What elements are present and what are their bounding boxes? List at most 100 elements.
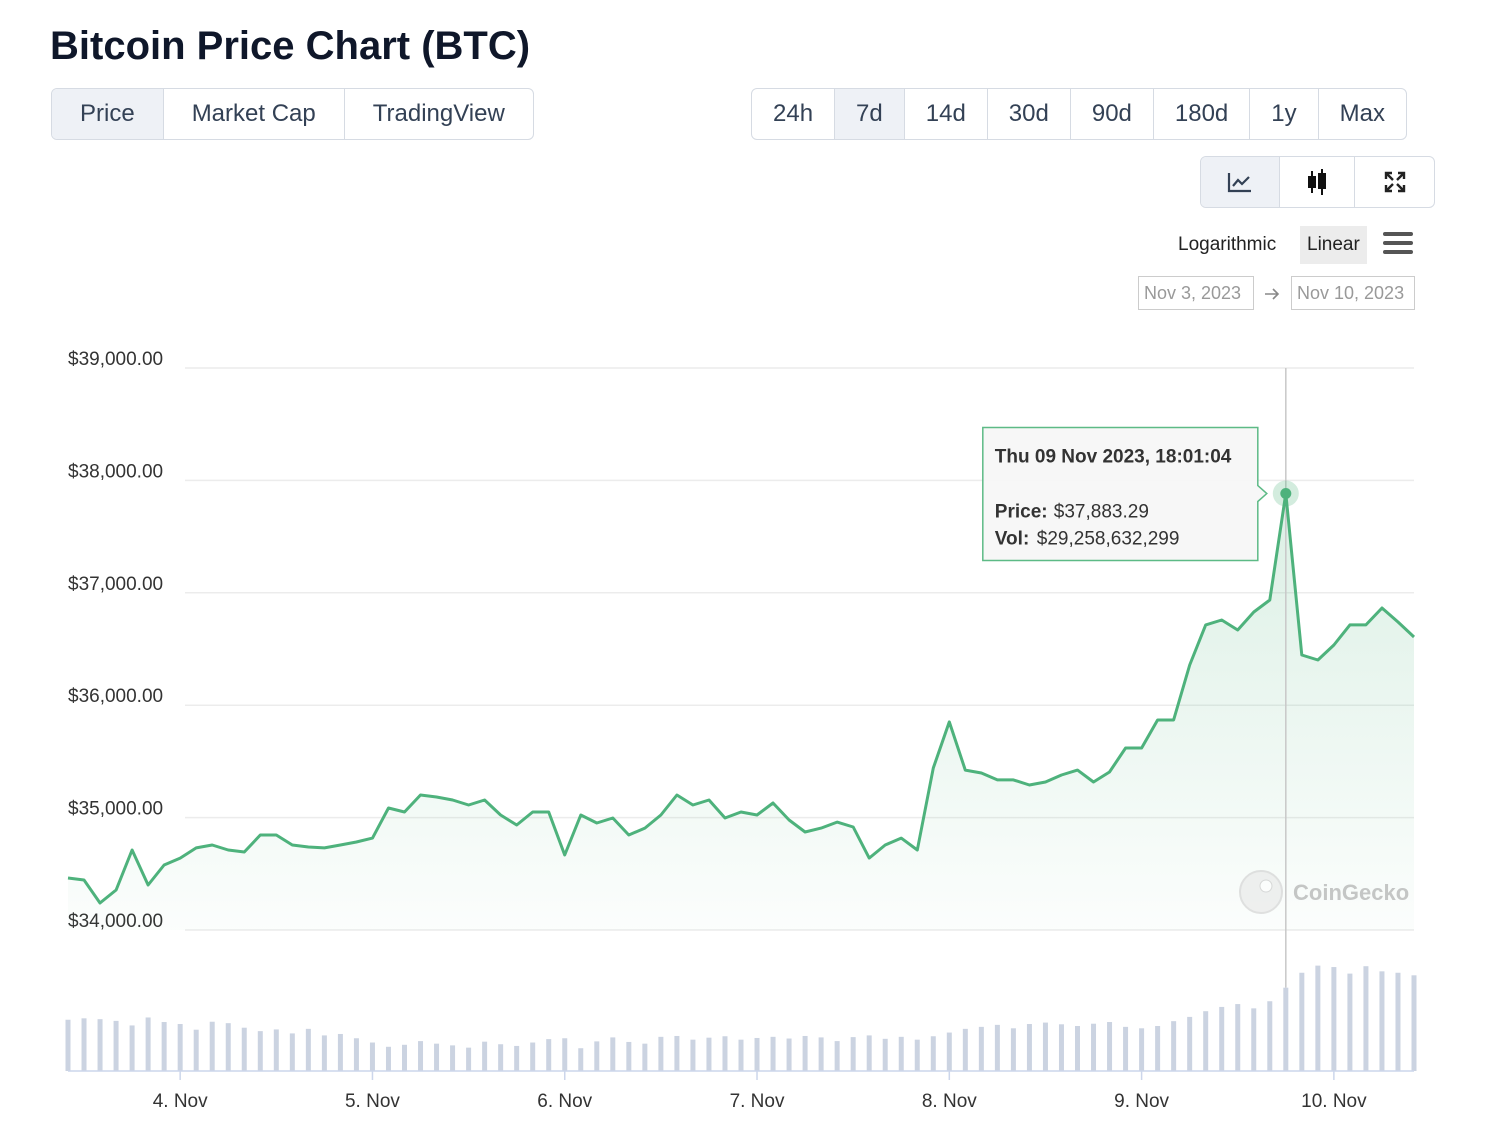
y-tick-label: $38,000.00 [68,461,163,482]
tooltip-vol-label: Vol: [995,529,1029,550]
x-tick-label: 4. Nov [153,1091,208,1112]
volume-bar [145,1017,151,1071]
scale-option[interactable]: Logarithmic [1178,234,1277,255]
volume-bar [1139,1028,1145,1071]
volume-bar [1010,1028,1016,1071]
price-line [67,492,1416,905]
volume-bar [690,1039,696,1071]
page-title: Bitcoin Price Chart (BTC) [50,24,531,68]
volume-bar [1411,975,1417,1071]
volume-bar [113,1020,119,1071]
volume-bar [514,1045,520,1071]
date-from[interactable]: Nov 3, 2023 [1138,276,1254,310]
volume-bar [1379,971,1385,1071]
volume-bar [722,1036,728,1071]
volume-bar [946,1032,952,1071]
x-tick-label: 5. Nov [345,1091,400,1112]
volume-bar [898,1036,904,1071]
hover-point [1280,488,1292,500]
date-to[interactable]: Nov 10, 2023 [1291,276,1415,310]
volume-bar [1363,966,1369,1071]
range-group: 24h 7d 14d 30d 90d 180d 1y Max [751,88,1407,140]
volume-bar [770,1036,776,1071]
volume-bar [193,1029,199,1071]
x-tick-label: 6. Nov [537,1091,592,1112]
volume-bar [1042,1022,1048,1071]
volume-bar [369,1042,375,1071]
tooltip-date: Thu 09 Nov 2023, 18:01:04 [995,447,1232,468]
range-button[interactable]: 30d [988,89,1071,139]
volume-bar [305,1028,311,1071]
volume-bar [1251,1008,1257,1071]
range-button[interactable]: 180d [1154,89,1251,139]
volume-bar [706,1037,712,1071]
volume-bar [1058,1024,1064,1071]
range-button[interactable]: 90d [1071,89,1154,139]
volume-bar [450,1045,456,1071]
volume-bar [385,1046,391,1071]
volume-bar [562,1038,568,1071]
range-button[interactable]: 1y [1250,89,1319,139]
y-tick-label: $37,000.00 [68,574,163,595]
volume-bar [1395,972,1401,1071]
volume-bar [1091,1023,1097,1071]
volume-bar [289,1033,295,1071]
volume-bar [818,1037,824,1071]
volume-bar [482,1041,488,1071]
volume-bar [1219,1006,1225,1071]
x-tick-label: 9. Nov [1114,1091,1169,1112]
range-button[interactable]: 14d [905,89,988,139]
tab-button[interactable]: Market Cap [164,89,345,139]
volume-bar [81,1018,87,1071]
chart-type-group [1200,156,1435,208]
volume-bar [546,1039,552,1071]
price-area [68,493,1414,930]
range-button[interactable]: 7d [835,89,905,139]
line-chart-button[interactable] [1201,157,1280,207]
volume-bar [273,1029,279,1071]
tab-button[interactable]: Price [52,89,164,139]
volume-bar [1267,1001,1273,1071]
volume-bar [241,1027,247,1071]
volume-bar [321,1035,327,1071]
candlestick-button[interactable] [1280,157,1355,207]
volume-bar [1283,987,1289,1071]
volume-bar [882,1038,888,1071]
volume-bar [1187,1016,1193,1071]
volume-bar [658,1036,664,1071]
tooltip-price: $37,883.29 [1054,502,1149,523]
volume-bar [225,1023,231,1071]
range-button[interactable]: Max [1339,100,1385,127]
volume-bar [914,1039,920,1071]
volume-bar [930,1036,936,1071]
volume-bar [1171,1021,1177,1071]
volume-bar [466,1047,472,1071]
volume-bar [610,1037,616,1071]
volume-bar [834,1041,840,1071]
tooltip-box [982,426,1268,562]
volume-bar [65,1019,71,1071]
tab-button[interactable]: TradingView [372,100,505,127]
volume-bar [962,1028,968,1071]
volume-bar [754,1037,760,1071]
volume-bar [994,1024,1000,1071]
volume-bar [353,1038,359,1071]
volume-bar [97,1019,103,1071]
volume-bar [786,1038,792,1071]
volume-bar [802,1035,808,1071]
volume-bar [257,1031,263,1071]
x-tick-label: 10. Nov [1301,1091,1367,1112]
fullscreen-button[interactable] [1355,157,1434,207]
volume-bar [402,1044,407,1071]
scale-option[interactable]: Linear [1300,226,1367,264]
candlestick-icon [1308,169,1326,195]
menu-icon[interactable] [1383,231,1413,255]
range-button[interactable]: 24h [752,89,836,139]
x-tick-label: 8. Nov [922,1091,977,1112]
volume-bar [1203,1011,1209,1071]
volume-bar [161,1022,167,1071]
volume-bar [738,1039,744,1071]
x-tick-label: 7. Nov [730,1091,785,1112]
